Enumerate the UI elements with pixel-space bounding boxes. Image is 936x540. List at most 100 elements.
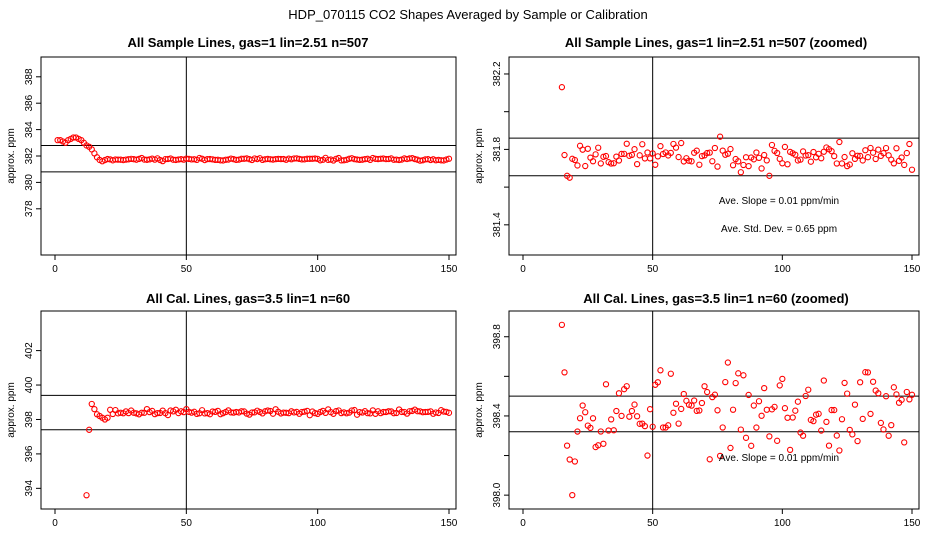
data-point bbox=[836, 138, 843, 146]
data-point bbox=[908, 391, 916, 398]
data-point bbox=[654, 379, 662, 386]
data-point bbox=[574, 162, 581, 169]
data-point bbox=[810, 418, 817, 425]
data-point bbox=[317, 157, 324, 164]
data-point bbox=[688, 402, 695, 409]
data-point bbox=[390, 410, 397, 417]
data-point bbox=[854, 152, 861, 159]
data-point bbox=[675, 153, 682, 161]
data-point bbox=[766, 433, 773, 440]
data-point bbox=[771, 403, 778, 411]
data-point bbox=[737, 169, 744, 176]
data-point bbox=[724, 150, 732, 157]
data-point bbox=[693, 147, 700, 154]
data-point bbox=[776, 155, 783, 163]
data-point bbox=[898, 154, 905, 161]
panel-title: All Cal. Lines, gas=3.5 lin=1 n=60 bbox=[146, 291, 350, 306]
data-point bbox=[862, 369, 869, 376]
data-point bbox=[657, 367, 664, 374]
data-point bbox=[729, 406, 737, 413]
data-point bbox=[665, 422, 672, 429]
panel-title: All Sample Lines, gas=1 lin=2.51 n=507 (… bbox=[565, 35, 867, 50]
data-point bbox=[745, 391, 752, 399]
data-point bbox=[779, 375, 786, 383]
data-point bbox=[882, 393, 890, 400]
data-point bbox=[701, 383, 708, 390]
data-point bbox=[626, 413, 633, 420]
data-point bbox=[836, 447, 843, 454]
data-point bbox=[579, 402, 586, 409]
data-point bbox=[846, 426, 853, 434]
data-point bbox=[792, 407, 799, 414]
data-point bbox=[587, 424, 594, 432]
data-point bbox=[869, 149, 877, 156]
data-point bbox=[644, 149, 651, 156]
data-point bbox=[641, 155, 649, 162]
data-point bbox=[831, 406, 838, 414]
data-point bbox=[589, 415, 597, 422]
data-point bbox=[582, 162, 589, 170]
data-point bbox=[351, 406, 358, 414]
data-point bbox=[864, 154, 872, 161]
x-tick-label: 100 bbox=[774, 264, 791, 275]
data-point bbox=[792, 151, 799, 158]
data-point bbox=[566, 456, 573, 463]
data-point bbox=[584, 145, 591, 152]
data-point bbox=[859, 415, 866, 423]
data-point bbox=[732, 379, 739, 387]
data-point bbox=[164, 411, 172, 419]
data-point bbox=[906, 396, 913, 403]
y-tick-label: 400 bbox=[24, 376, 35, 393]
x-tick-label: 150 bbox=[904, 264, 921, 275]
data-point bbox=[737, 426, 744, 433]
data-point bbox=[667, 149, 674, 157]
data-point bbox=[838, 416, 846, 423]
data-point bbox=[88, 400, 95, 408]
data-point bbox=[867, 410, 874, 418]
data-point bbox=[688, 158, 695, 165]
data-point bbox=[867, 144, 874, 152]
data-point bbox=[766, 172, 773, 179]
data-point bbox=[667, 370, 674, 377]
data-point bbox=[882, 144, 890, 152]
data-point bbox=[856, 379, 864, 386]
data-point bbox=[740, 372, 747, 379]
x-tick-label: 50 bbox=[647, 518, 659, 529]
data-point bbox=[828, 406, 835, 414]
x-tick-label: 150 bbox=[441, 518, 458, 529]
plot-frame bbox=[508, 310, 920, 510]
data-point bbox=[566, 174, 573, 181]
data-point bbox=[364, 409, 371, 417]
x-tick-label: 0 bbox=[520, 264, 526, 275]
data-point bbox=[856, 152, 864, 160]
data-point bbox=[696, 161, 703, 168]
data-point bbox=[678, 405, 685, 413]
data-point bbox=[758, 165, 765, 172]
data-point bbox=[133, 156, 140, 163]
x-tick-label: 50 bbox=[181, 518, 193, 529]
data-point bbox=[631, 401, 638, 408]
data-point bbox=[776, 382, 783, 389]
data-point bbox=[735, 370, 742, 377]
data-point bbox=[815, 410, 822, 417]
panel-title: All Sample Lines, gas=1 lin=2.51 n=507 bbox=[128, 35, 369, 50]
data-point bbox=[849, 150, 856, 157]
data-point bbox=[445, 409, 453, 416]
data-point bbox=[797, 156, 804, 163]
data-point bbox=[670, 409, 677, 416]
data-point bbox=[888, 156, 895, 163]
data-point bbox=[672, 400, 680, 407]
data-point bbox=[636, 420, 643, 427]
data-point bbox=[820, 377, 827, 384]
data-point bbox=[711, 144, 719, 152]
data-point bbox=[903, 388, 910, 396]
x-tick-label: 50 bbox=[647, 264, 659, 275]
data-point bbox=[646, 406, 654, 413]
data-point bbox=[659, 424, 667, 431]
data-point bbox=[908, 166, 916, 173]
data-point bbox=[716, 133, 724, 140]
data-point bbox=[714, 163, 721, 170]
data-point bbox=[685, 157, 693, 164]
data-point bbox=[613, 407, 620, 415]
data-point bbox=[605, 427, 612, 434]
